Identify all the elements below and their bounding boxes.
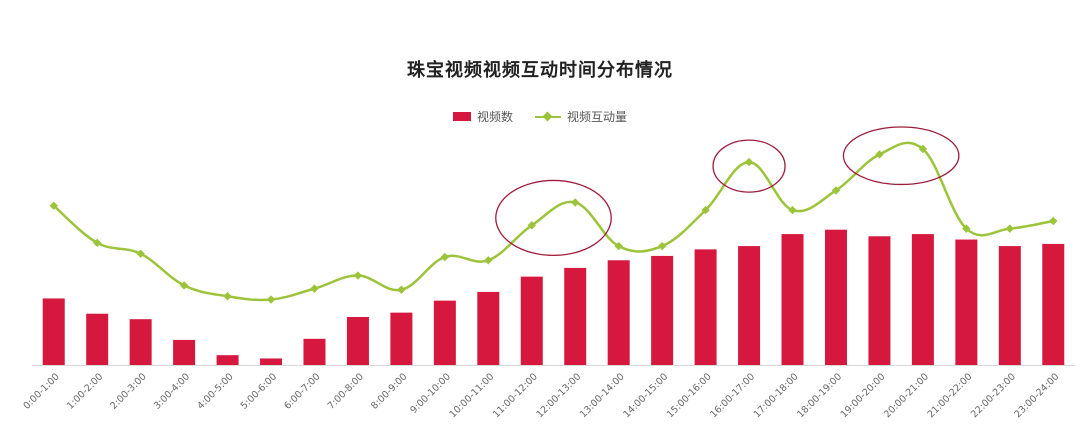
line-point-6 (310, 284, 319, 293)
chart-title: 珠宝视频视频互动时间分布情况 (407, 60, 673, 81)
line-point-12 (571, 198, 580, 207)
line-point-0 (49, 201, 58, 210)
line-point-2 (136, 249, 145, 258)
x-tick-label-18: 18:00-19:00 (795, 371, 844, 420)
x-tick-label-14: 14:00-15:00 (621, 371, 670, 420)
annotation-circle-1 (712, 139, 786, 193)
x-tick-label-13: 13:00-14:00 (578, 371, 627, 420)
line-point-15 (701, 205, 710, 215)
legend-item-bar[interactable]: 视频数 (452, 108, 513, 125)
bar-3 (173, 339, 196, 365)
line-point-7 (353, 271, 363, 280)
bar-9 (433, 300, 456, 365)
legend-swatch-line (535, 112, 561, 122)
bar-5 (260, 358, 283, 365)
line-point-14 (657, 241, 667, 251)
x-tick-label-3: 3:00-4:00 (152, 371, 192, 411)
line-point-3 (179, 281, 189, 290)
line-point-8 (397, 285, 406, 294)
line-point-13 (614, 241, 623, 251)
annotation-circle-0 (495, 179, 612, 257)
x-tick-label-9: 9:00-10:00 (408, 371, 453, 416)
line-point-22 (1005, 224, 1015, 233)
line-point-18 (831, 186, 841, 195)
legend-swatch-bar (452, 112, 471, 121)
line-point-23 (1049, 216, 1058, 226)
x-tick-label-0: 0:00-1:00 (21, 371, 61, 411)
line-point-9 (440, 252, 450, 262)
bar-21 (955, 239, 978, 365)
x-tick-label-6: 6:00-7:00 (282, 371, 322, 411)
x-tick-label-19: 19:00-20:00 (839, 371, 888, 420)
bar-14 (651, 255, 674, 365)
bar-23 (1042, 243, 1065, 365)
line-point-10 (484, 256, 493, 265)
line-point-5 (266, 295, 276, 304)
bar-11 (520, 276, 543, 365)
bar-19 (868, 236, 891, 365)
x-tick-label-23: 23:00-24:00 (1012, 371, 1061, 420)
bar-10 (477, 291, 500, 365)
x-tick-label-4: 4:00-5:00 (195, 371, 235, 411)
x-tick-label-10: 10:00-11:00 (448, 371, 497, 420)
line-point-20 (918, 144, 928, 154)
chart-legend: 视频数 视频互动量 (0, 108, 1080, 125)
legend-label-bar: 视频数 (476, 110, 513, 124)
bar-0 (42, 298, 65, 365)
x-tick-label-21: 21:00-22:00 (926, 371, 975, 420)
bar-8 (390, 312, 413, 365)
bar-4 (216, 355, 239, 365)
x-tick-label-20: 20:00-21:00 (882, 371, 931, 420)
x-tick-label-15: 15:00-16:00 (665, 371, 714, 420)
x-tick-label-11: 11:00-12:00 (491, 371, 540, 420)
bar-6 (303, 338, 326, 365)
x-tick-label-5: 5:00-6:00 (239, 371, 279, 411)
bar-7 (346, 317, 369, 365)
x-tick-label-8: 8:00-9:00 (369, 371, 409, 411)
bar-12 (564, 267, 587, 365)
x-tick-label-12: 12:00-13:00 (534, 371, 583, 420)
x-tick-label-2: 2:00-3:00 (108, 371, 148, 411)
bar-2 (129, 319, 152, 365)
bar-1 (86, 313, 109, 365)
line-point-19 (875, 150, 884, 159)
x-tick-label-16: 16:00-17:00 (708, 371, 757, 420)
bar-18 (824, 229, 847, 365)
legend-item-line[interactable]: 视频互动量 (535, 108, 627, 125)
line-point-11 (527, 221, 536, 230)
bar-17 (781, 234, 804, 365)
x-tick-label-7: 7:00-8:00 (326, 371, 366, 411)
line-point-4 (223, 292, 232, 301)
x-tick-label-17: 17:00-18:00 (752, 371, 801, 420)
line-point-21 (962, 224, 971, 233)
annotation-circle-2 (842, 126, 960, 186)
line-point-1 (92, 238, 102, 248)
bar-16 (738, 246, 761, 365)
series-line (52, 141, 1054, 302)
x-tick-label-22: 22:00-23:00 (969, 371, 1018, 420)
line-point-17 (788, 205, 797, 215)
bar-13 (607, 260, 630, 365)
legend-label-line: 视频互动量 (567, 110, 628, 124)
line-point-16 (744, 157, 754, 167)
bar-15 (694, 249, 717, 365)
bar-20 (911, 234, 934, 365)
x-tick-label-1: 1:00-2:00 (65, 371, 105, 411)
bar-22 (998, 246, 1021, 365)
